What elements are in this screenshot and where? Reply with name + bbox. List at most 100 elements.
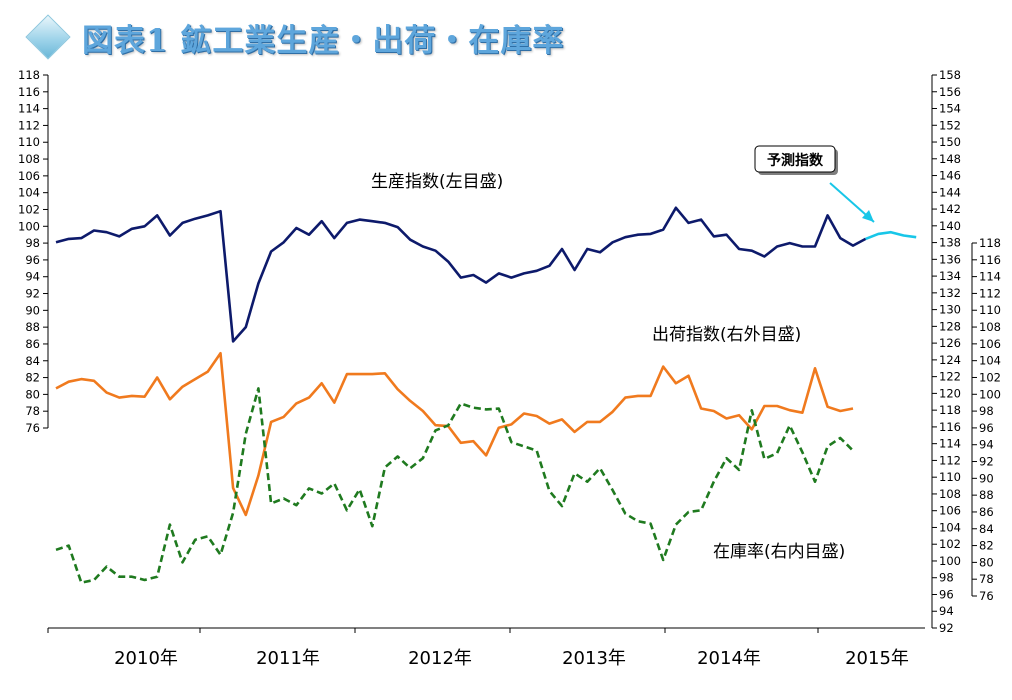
right-outer-axis-tick-label: 128 xyxy=(939,319,961,333)
left-axis-tick-label: 78 xyxy=(25,404,40,418)
x-tick-label: 2014年 xyxy=(697,648,761,669)
left-axis-tick-label: 106 xyxy=(18,169,40,183)
x-tick-label: 2012年 xyxy=(408,648,472,669)
left-axis-tick-label: 108 xyxy=(18,152,40,166)
left-axis-tick-label: 84 xyxy=(25,354,40,368)
right-inner-axis-tick-label: 80 xyxy=(979,555,994,569)
left-axis-tick-label: 118 xyxy=(18,68,40,82)
right-inner-axis-tick-label: 112 xyxy=(979,286,1001,300)
right-inner-axis-tick-label: 82 xyxy=(979,539,994,553)
left-axis-tick-label: 100 xyxy=(18,219,40,233)
page-title: 図表1 鉱工業生産・出荷・在庫率 xyxy=(82,22,565,59)
right-inner-axis-tick-label: 78 xyxy=(979,572,994,586)
right-outer-axis-tick-label: 150 xyxy=(939,135,961,149)
shipment-line xyxy=(55,351,854,517)
right-outer-axis-tick-label: 126 xyxy=(939,336,961,350)
left-axis-tick-label: 98 xyxy=(25,236,40,250)
right-outer-axis-tick-label: 108 xyxy=(939,487,961,501)
right-outer-axis-tick-label: 132 xyxy=(939,286,961,300)
right-outer-axis-tick-label: 102 xyxy=(939,537,961,551)
left-axis-tick-label: 82 xyxy=(25,371,40,385)
forecast-callout xyxy=(754,145,836,173)
left-axis-tick-label: 116 xyxy=(18,85,40,99)
right-outer-axis-tick-label: 136 xyxy=(939,252,961,266)
right-outer-axis-tick-label: 130 xyxy=(939,303,961,317)
right-outer-axis-tick-label: 152 xyxy=(939,118,961,132)
inventory-label: 在庫率(右内目盛) xyxy=(713,542,845,562)
production-label: 生産指数(左目盛) xyxy=(371,172,503,192)
left-axis-tick-label: 86 xyxy=(25,337,40,351)
left-axis-tick-label: 104 xyxy=(18,186,40,200)
right-outer-axis-tick-label: 154 xyxy=(939,102,961,116)
left-axis-tick-label: 90 xyxy=(25,303,40,317)
right-outer-axis-tick-label: 148 xyxy=(939,152,961,166)
left-axis-tick-label: 94 xyxy=(25,270,40,284)
forecast-line xyxy=(865,230,917,241)
right-outer-axis-tick-label: 146 xyxy=(939,169,961,183)
x-tick-label: 2013年 xyxy=(562,648,626,669)
right-outer-axis-tick-label: 92 xyxy=(939,621,954,635)
right-inner-axis-tick-label: 108 xyxy=(979,320,1001,334)
right-inner-axis-tick-label: 104 xyxy=(979,354,1001,368)
right-outer-axis-tick-label: 142 xyxy=(939,202,961,216)
left-axis-tick-label: 110 xyxy=(18,135,40,149)
right-outer-axis-tick-label: 144 xyxy=(939,185,961,199)
right-outer-axis-tick-label: 104 xyxy=(939,520,961,534)
right-outer-axis-tick-label: 112 xyxy=(939,453,961,467)
right-inner-axis-tick-label: 110 xyxy=(979,303,1001,317)
right-inner-axis-tick-label: 86 xyxy=(979,505,994,519)
right-outer-axis-tick-label: 106 xyxy=(939,504,961,518)
left-axis-tick-label: 96 xyxy=(25,253,40,267)
right-inner-axis-tick-label: 98 xyxy=(979,404,994,418)
left-axis-tick-label: 80 xyxy=(25,387,40,401)
forecast-arrowhead xyxy=(862,210,874,222)
axes-group: 76 78 80 82 84 86 88 90 92 94 96 98 100 102 104 106 108 1… xyxy=(18,68,1001,669)
left-axis-tick-label: 76 xyxy=(25,421,40,435)
right-outer-axis-tick-label: 118 xyxy=(939,403,961,417)
right-outer-axis-tick-label: 114 xyxy=(939,437,961,451)
left-axis-tick-label: 88 xyxy=(25,320,40,334)
right-outer-axis-tick-label: 156 xyxy=(939,85,961,99)
right-outer-axis-tick-label: 138 xyxy=(939,236,961,250)
right-outer-axis-tick-label: 98 xyxy=(939,571,954,585)
series-group xyxy=(55,206,917,584)
left-axis-tick-label: 112 xyxy=(18,118,40,132)
right-outer-axis-tick-label: 158 xyxy=(939,68,961,82)
production-line xyxy=(55,206,867,343)
right-inner-axis-tick-label: 114 xyxy=(979,270,1001,284)
left-axis-tick-label: 102 xyxy=(18,202,40,216)
right-inner-axis-tick-label: 90 xyxy=(979,471,994,485)
right-inner-axis-tick-label: 102 xyxy=(979,370,1001,384)
annotation-group: 生産指数(左目盛) 出荷指数(右外目盛) 在庫率(右内目盛) 予測指数 xyxy=(371,145,875,562)
right-outer-axis-tick-label: 100 xyxy=(939,554,961,568)
x-tick-label: 2015年 xyxy=(845,648,909,669)
right-inner-axis-tick-label: 76 xyxy=(979,589,994,603)
right-outer-axis-tick-label: 124 xyxy=(939,353,961,367)
title-area: 図表1 鉱工業生産・出荷・在庫率 xyxy=(25,14,565,60)
left-axis-tick-label: 114 xyxy=(18,102,40,116)
right-inner-axis-tick-label: 116 xyxy=(979,253,1001,267)
right-inner-axis-tick-label: 96 xyxy=(979,421,994,435)
right-outer-axis-tick-label: 120 xyxy=(939,386,961,400)
right-inner-axis-tick-label: 84 xyxy=(979,522,994,536)
right-outer-axis-tick-label: 94 xyxy=(939,604,954,618)
right-outer-axis-tick-label: 134 xyxy=(939,269,961,283)
right-outer-axis-tick-label: 122 xyxy=(939,370,961,384)
shipment-label: 出荷指数(右外目盛) xyxy=(652,325,801,345)
right-outer-axis-tick-label: 96 xyxy=(939,587,954,601)
right-inner-axis-tick-label: 92 xyxy=(979,455,994,469)
forecast-label: 予測指数 xyxy=(767,152,824,169)
right-outer-axis-tick-label: 116 xyxy=(939,420,961,434)
x-tick-label: 2011年 xyxy=(256,648,320,669)
left-axis-tick-label: 92 xyxy=(25,287,40,301)
x-tick-label: 2010年 xyxy=(114,648,178,669)
inventory-line xyxy=(55,387,854,584)
right-inner-axis-tick-label: 88 xyxy=(979,488,994,502)
right-outer-axis-tick-label: 140 xyxy=(939,219,961,233)
right-outer-axis-tick-label: 110 xyxy=(939,470,961,484)
right-inner-axis-tick-label: 94 xyxy=(979,438,994,452)
right-inner-axis-tick-label: 118 xyxy=(979,236,1001,250)
right-inner-axis-tick-label: 100 xyxy=(979,387,1001,401)
right-inner-axis-tick-label: 106 xyxy=(979,337,1001,351)
